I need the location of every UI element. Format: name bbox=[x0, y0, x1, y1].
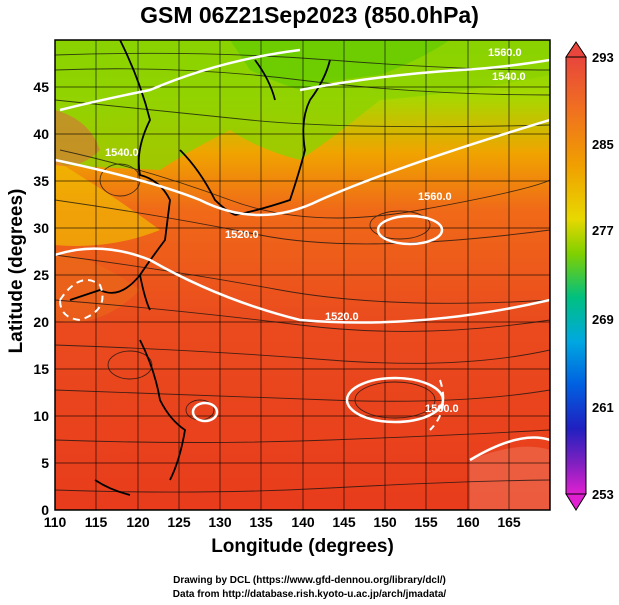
x-axis-label: Longitude (degrees) bbox=[211, 536, 394, 557]
x-tick-label: 140 bbox=[291, 514, 315, 530]
plot-frame bbox=[54, 39, 551, 511]
y-tick-label: 40 bbox=[33, 126, 49, 142]
contour-labels: 1560.0 1540.0 1520.0 1520.0 1560.0 1560.… bbox=[105, 47, 526, 415]
colorbar-bottom-arrow bbox=[565, 493, 587, 511]
x-tick-label: 125 bbox=[167, 514, 191, 530]
x-tick-label: 160 bbox=[456, 514, 480, 530]
colorbar-label: 269 bbox=[592, 312, 614, 327]
x-tick-label: 145 bbox=[332, 514, 356, 530]
streamlines bbox=[55, 52, 550, 493]
x-tick-label: 130 bbox=[208, 514, 232, 530]
x-tick-label: 165 bbox=[497, 514, 521, 530]
x-tick-label: 115 bbox=[85, 514, 108, 530]
credit-drawing: Drawing by DCL (https://www.gfd-dennou.o… bbox=[173, 575, 446, 586]
colorbar-label: 293 bbox=[592, 50, 614, 65]
y-tick-label: 30 bbox=[33, 220, 49, 236]
contour-label: 1520.0 bbox=[225, 229, 259, 241]
colorbar-scale bbox=[565, 56, 587, 495]
y-axis-label: Latitude (degrees) bbox=[6, 188, 27, 354]
y-tick-label: 0 bbox=[41, 502, 49, 518]
contour-label: 1560.0 bbox=[418, 191, 452, 203]
x-tick-label: 135 bbox=[249, 514, 273, 530]
y-tick-label: 20 bbox=[33, 314, 49, 330]
contour-label: 1540.0 bbox=[105, 147, 139, 159]
contour-label: 1560.0 bbox=[488, 47, 522, 59]
contour-label: 1520.0 bbox=[325, 311, 359, 323]
y-tick-label: 10 bbox=[33, 408, 49, 424]
colorbar-label: 285 bbox=[592, 137, 614, 152]
y-tick-label: 5 bbox=[41, 455, 49, 471]
longitude-gridlines bbox=[95, 40, 510, 510]
dashed-contours bbox=[59, 279, 445, 431]
y-tick-label: 15 bbox=[33, 361, 49, 377]
contour-label: 1560.0 bbox=[425, 403, 459, 415]
y-axis-ticks: 0 5 10 15 20 25 30 35 40 45 bbox=[33, 79, 49, 518]
colorbar: 293 285 277 269 261 253 bbox=[565, 41, 614, 511]
x-tick-label: 120 bbox=[126, 514, 150, 530]
y-tick-label: 45 bbox=[33, 79, 49, 95]
x-tick-label: 110 bbox=[44, 514, 67, 530]
colorbar-top-arrow bbox=[565, 41, 587, 58]
colorbar-label: 277 bbox=[592, 223, 614, 238]
x-axis-ticks: 110 115 120 125 130 135 140 145 150 155 … bbox=[44, 514, 521, 530]
contour-label: 1540.0 bbox=[492, 71, 526, 83]
colorbar-label: 261 bbox=[592, 400, 614, 415]
x-tick-label: 155 bbox=[414, 514, 438, 530]
colorbar-label: 253 bbox=[592, 487, 614, 502]
height-contours bbox=[55, 48, 550, 462]
y-tick-label: 25 bbox=[33, 267, 49, 283]
chart-title: GSM 06Z21Sep2023 (850.0hPa) bbox=[140, 2, 479, 28]
credit-data: Data from http://database.rish.kyoto-u.a… bbox=[172, 589, 447, 600]
map-plot: 1560.0 1540.0 1520.0 1520.0 1560.0 1560.… bbox=[33, 39, 614, 530]
y-tick-label: 35 bbox=[33, 173, 49, 189]
x-tick-label: 150 bbox=[373, 514, 397, 530]
